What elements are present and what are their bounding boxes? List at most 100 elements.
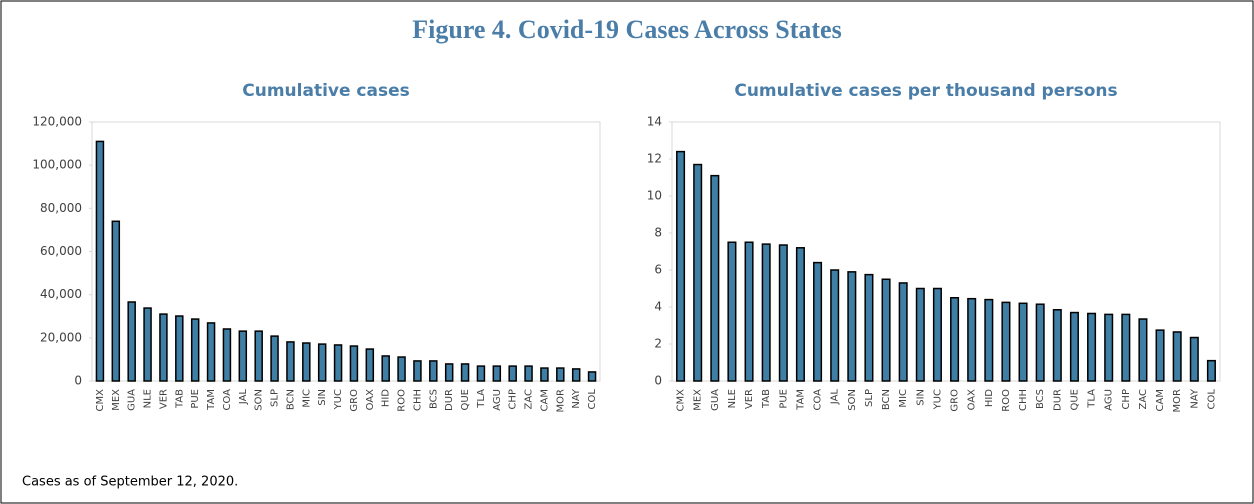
x-tick-label: BCN: [285, 389, 296, 410]
x-tick-label: SIN: [915, 389, 926, 406]
y-tick-label: 12: [647, 152, 662, 166]
bar: [830, 269, 840, 382]
x-tick-label: GRO: [950, 389, 961, 412]
x-tick-label: GUA: [127, 389, 138, 411]
bar: [761, 243, 771, 382]
y-tick-label: 2: [654, 337, 662, 351]
x-tick-label: TAM: [795, 389, 806, 411]
footnote: Cases as of September 12, 2020.: [22, 475, 238, 490]
x-tick-label: QUE: [1069, 389, 1080, 411]
y-tick-label: 20,000: [40, 330, 82, 344]
bar: [460, 363, 470, 382]
bar: [1121, 313, 1131, 382]
x-tick-label: TAB: [761, 389, 772, 409]
bar: [932, 287, 942, 382]
y-tick-label: 0: [74, 374, 82, 388]
chart-title: Cumulative cases: [242, 81, 410, 101]
x-tick-label: HID: [381, 389, 392, 407]
bar: [1155, 329, 1165, 382]
bar: [693, 163, 703, 382]
bar: [397, 356, 406, 382]
x-tick-label: CHH: [1018, 389, 1029, 411]
x-tick-label: OAX: [365, 389, 376, 411]
x-tick-label: MEX: [111, 389, 122, 411]
x-tick-label: MEX: [693, 389, 704, 411]
bar: [1206, 359, 1216, 382]
bar: [222, 328, 232, 382]
bar: [190, 318, 200, 382]
y-tick-label: 60,000: [40, 244, 82, 258]
bar: [744, 241, 754, 382]
x-tick-label: CAM: [1155, 389, 1166, 411]
bar: [540, 367, 549, 382]
bar: [1087, 312, 1097, 382]
bar: [1001, 301, 1011, 382]
x-tick-label: SON: [254, 389, 265, 411]
bar: [813, 261, 823, 382]
x-tick-label: SON: [847, 389, 858, 411]
y-tick-label: 14: [647, 115, 662, 129]
x-tick-label: NAY: [1189, 388, 1200, 409]
x-tick-label: DUR: [1052, 389, 1063, 411]
bar: [413, 360, 422, 382]
x-tick-label: PUE: [778, 389, 789, 409]
bar: [143, 307, 152, 382]
bar: [1052, 309, 1062, 382]
x-tick-label: AGU: [492, 389, 503, 411]
x-tick-label: CHH: [412, 389, 423, 411]
x-tick-label: HID: [984, 389, 995, 407]
x-tick-label: YUC: [932, 389, 943, 410]
x-tick-label: SLP: [864, 389, 875, 407]
y-tick-label: 4: [654, 300, 662, 314]
x-tick-label: ZAC: [1138, 389, 1149, 410]
bar: [333, 344, 343, 382]
y-tick-label: 8: [654, 226, 662, 240]
x-tick-label: CHP: [508, 389, 519, 410]
y-tick-label: 40,000: [40, 287, 82, 301]
figure-title: Figure 4. Covid-19 Cases Across States: [412, 15, 841, 44]
bar: [127, 301, 136, 382]
x-tick-label: JAL: [238, 389, 249, 406]
x-tick-label: ZAC: [524, 389, 535, 410]
bar: [967, 297, 977, 382]
x-tick-label: TLA: [1087, 389, 1098, 409]
bar: [795, 247, 805, 382]
bar: [727, 241, 737, 382]
bar: [492, 365, 502, 382]
bar: [1104, 313, 1114, 382]
bar: [95, 140, 105, 382]
x-tick-label: NLE: [727, 389, 738, 408]
y-tick-label: 0: [654, 374, 662, 388]
x-tick-label: BCS: [428, 389, 439, 409]
x-tick-label: COL: [1206, 389, 1217, 410]
y-tick-label: 10: [647, 189, 662, 203]
x-tick-label: CAM: [539, 389, 550, 411]
x-tick-label: MOR: [1172, 389, 1183, 412]
y-tick-label: 6: [654, 263, 662, 277]
x-tick-label: BCN: [881, 389, 892, 410]
x-tick-label: MIC: [898, 389, 909, 408]
bar: [206, 322, 216, 382]
bar: [1035, 303, 1045, 382]
bar: [365, 348, 375, 382]
x-tick-label: VER: [158, 389, 169, 409]
x-tick-label: PUE: [190, 389, 201, 409]
x-tick-label: MOR: [555, 389, 566, 412]
bar: [175, 315, 184, 382]
bar: [881, 278, 891, 382]
x-tick-label: CMX: [676, 389, 687, 412]
bar: [898, 282, 908, 382]
bar: [317, 343, 327, 382]
x-tick-label: ROO: [1001, 389, 1012, 412]
x-tick-label: CHP: [1121, 389, 1132, 410]
bar: [556, 367, 565, 382]
x-tick-label: GRO: [349, 389, 360, 412]
x-tick-label: JAL: [830, 389, 841, 406]
y-tick-label: 100,000: [32, 158, 82, 172]
x-tick-label: DUR: [444, 389, 455, 411]
bar: [159, 313, 168, 382]
bar: [349, 345, 359, 382]
x-tick-label: GUA: [710, 389, 721, 411]
chart-title: Cumulative cases per thousand persons: [734, 81, 1117, 101]
bar: [508, 365, 517, 382]
